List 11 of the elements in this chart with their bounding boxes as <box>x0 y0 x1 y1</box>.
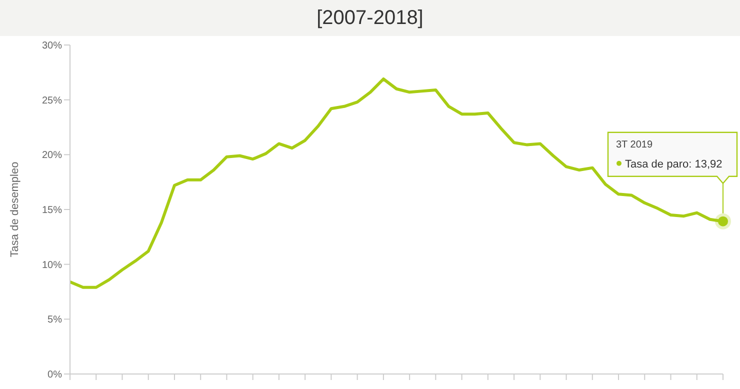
chart-title: [2007-2018] <box>0 0 740 36</box>
y-tick-label: 5% <box>48 314 62 326</box>
y-tick-label: 20% <box>42 150 62 162</box>
y-tick-label: 10% <box>42 260 62 271</box>
y-tick-label: 0% <box>48 370 62 381</box>
annotation: Tasa de paro: 13,92 <box>625 158 722 170</box>
y-axis-title: Tasa de desempleo <box>8 162 21 258</box>
y-tick-label: 30% <box>42 40 62 52</box>
y-tick-label: 15% <box>42 205 62 216</box>
y-tick-label: 25% <box>42 95 62 106</box>
annotation: 3T 2019 <box>616 139 653 150</box>
